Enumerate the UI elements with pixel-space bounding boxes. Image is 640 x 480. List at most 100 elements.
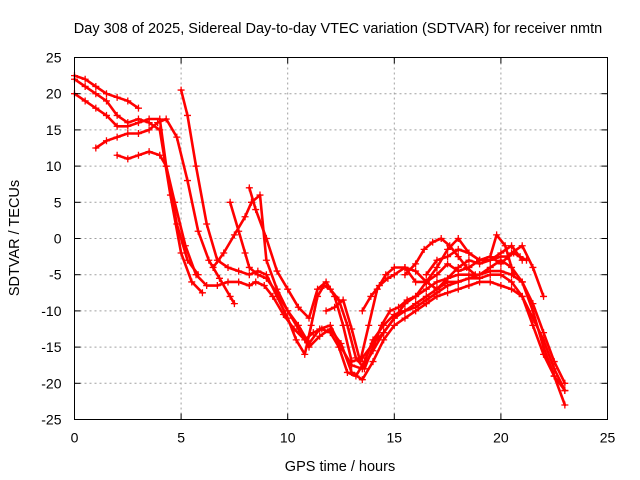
- data-point: [181, 242, 189, 250]
- data-point: [384, 274, 392, 282]
- data-point: [322, 307, 330, 315]
- data-point: [162, 162, 170, 170]
- data-point: [390, 263, 398, 271]
- data-point: [326, 325, 334, 333]
- data-point: [412, 292, 420, 300]
- data-point: [465, 256, 473, 264]
- data-point: [561, 401, 569, 409]
- y-tick-label: 0: [54, 231, 62, 247]
- data-point: [215, 274, 223, 282]
- data-point: [316, 325, 324, 333]
- data-point: [262, 235, 270, 242]
- data-point: [540, 292, 548, 300]
- data-point: [420, 245, 428, 253]
- data-point: [245, 282, 253, 290]
- data-point: [433, 263, 441, 271]
- data-point: [224, 278, 232, 286]
- data-point: [497, 282, 505, 290]
- data-point: [382, 271, 390, 279]
- data-point: [369, 358, 377, 366]
- series-trace: [115, 150, 567, 392]
- y-tick-label: 10: [46, 158, 62, 174]
- data-point: [454, 278, 462, 286]
- data-point: [273, 289, 281, 297]
- data-point: [262, 274, 270, 282]
- data-point: [378, 321, 386, 329]
- data-point: [273, 267, 281, 275]
- data-point: [145, 126, 153, 134]
- data-point: [294, 303, 302, 311]
- series-4: [92, 115, 238, 308]
- y-tick-label: -25: [41, 412, 61, 428]
- data-point: [444, 245, 452, 253]
- data-point: [183, 177, 191, 185]
- axes: 0 5 10 15 20 25 -25 -20 -15 -10 -5 0 5 10 15 20 25: [41, 50, 615, 446]
- data-point: [245, 263, 253, 271]
- data-point: [444, 282, 452, 290]
- y-tick-label: 25: [46, 50, 62, 66]
- x-tick-label: 5: [177, 430, 185, 446]
- data-point: [516, 253, 524, 261]
- data-point: [198, 289, 206, 297]
- data-point: [386, 307, 394, 315]
- chart-title: Day 308 of 2025, Sidereal Day-to-day VTE…: [74, 21, 602, 37]
- x-tick-label: 20: [493, 430, 509, 446]
- data-point: [493, 231, 501, 239]
- data-point: [433, 285, 441, 293]
- data-point: [305, 343, 313, 351]
- data-point: [213, 282, 221, 290]
- data-point: [205, 256, 213, 264]
- data-point: [209, 263, 217, 271]
- series-12: [422, 231, 518, 279]
- data-point: [358, 365, 366, 373]
- data-point: [252, 206, 260, 214]
- data-point: [256, 191, 264, 199]
- data-point: [81, 75, 89, 83]
- data-point: [390, 271, 398, 279]
- data-point: [331, 292, 339, 300]
- x-axis-label: GPS time / hours: [285, 459, 395, 475]
- data-point: [444, 274, 452, 282]
- data-point: [390, 314, 398, 322]
- data-point: [124, 97, 132, 105]
- data-point: [518, 242, 526, 250]
- data-point: [92, 90, 100, 98]
- data-point: [235, 267, 243, 275]
- data-point: [446, 242, 454, 250]
- y-axis-label: SDTVAR / TECUs: [7, 180, 23, 296]
- data-point: [145, 115, 153, 123]
- series-trace: [424, 233, 516, 277]
- data-point: [518, 278, 526, 286]
- data-point: [401, 263, 409, 271]
- data-point: [301, 350, 309, 358]
- data-point: [412, 260, 420, 268]
- data-point: [422, 285, 430, 293]
- data-point: [322, 278, 330, 286]
- data-point: [203, 220, 211, 228]
- data-point: [124, 122, 132, 130]
- series-8: [226, 198, 569, 395]
- x-tick-label: 0: [71, 430, 79, 446]
- data-point: [134, 119, 142, 127]
- data-point: [154, 119, 162, 127]
- data-point: [252, 278, 260, 286]
- data-series: [71, 72, 569, 409]
- x-tick-label: 25: [600, 430, 616, 446]
- data-point: [465, 249, 473, 257]
- data-point: [173, 133, 181, 141]
- data-point: [390, 321, 398, 329]
- data-point: [510, 249, 518, 257]
- data-point: [113, 111, 121, 119]
- data-point: [380, 329, 388, 337]
- data-point: [476, 256, 484, 264]
- data-point: [529, 263, 537, 271]
- data-point: [134, 104, 142, 112]
- data-point: [497, 267, 505, 275]
- data-point: [522, 256, 530, 264]
- data-point: [433, 278, 441, 286]
- series-trace: [211, 193, 567, 407]
- data-point: [102, 111, 110, 119]
- data-point: [241, 213, 249, 221]
- series-7: [209, 191, 569, 409]
